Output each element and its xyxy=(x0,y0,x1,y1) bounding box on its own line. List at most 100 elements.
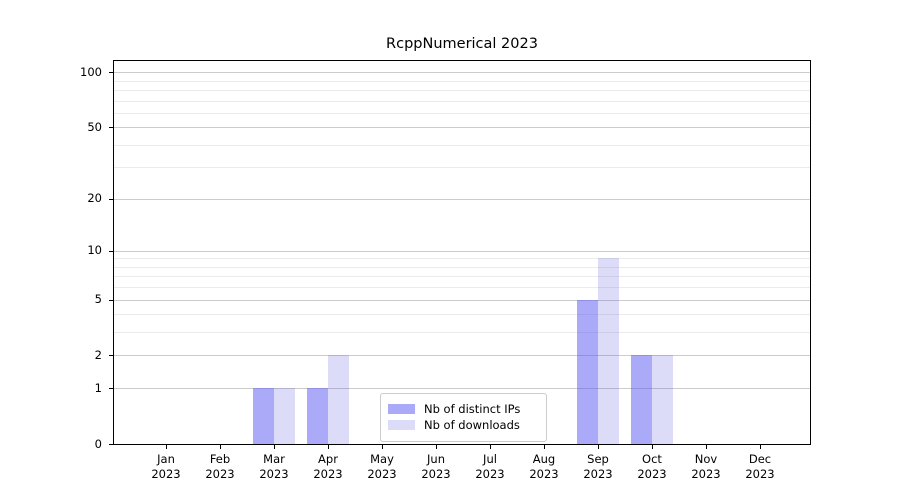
x-tick-label: Jul 2023 xyxy=(463,452,517,482)
x-tick-mark xyxy=(706,445,707,449)
x-tick-year: 2023 xyxy=(583,467,613,481)
x-tick-year: 2023 xyxy=(529,467,559,481)
gridline-major xyxy=(114,355,810,357)
gridline-minor xyxy=(114,80,810,82)
gridline-major xyxy=(114,299,810,301)
chart-title: RcppNumerical 2023 xyxy=(386,36,538,52)
y-tick-mark xyxy=(109,355,113,357)
gridline-minor xyxy=(114,258,810,260)
y-tick-mark xyxy=(109,198,113,200)
x-tick-label: Nov 2023 xyxy=(679,452,733,482)
x-tick-year: 2023 xyxy=(205,467,235,481)
x-tick-year: 2023 xyxy=(637,467,667,481)
bar-distinct-ips-mar xyxy=(253,388,274,444)
x-tick-label: Mar 2023 xyxy=(247,452,301,482)
gridline-minor xyxy=(114,112,810,114)
legend: Nb of distinct IPs Nb of downloads xyxy=(380,393,547,442)
x-tick-year: 2023 xyxy=(313,467,343,481)
x-tick-mark xyxy=(760,445,761,449)
x-tick-year: 2023 xyxy=(259,467,289,481)
gridline-minor xyxy=(114,100,810,102)
y-tick-mark xyxy=(109,72,113,74)
bar-distinct-ips-oct xyxy=(631,355,652,444)
x-tick-label: Oct 2023 xyxy=(625,452,679,482)
x-tick-label: Apr 2023 xyxy=(301,452,355,482)
bar-downloads-oct xyxy=(652,355,673,444)
x-tick-label: Jan 2023 xyxy=(139,452,193,482)
x-tick-year: 2023 xyxy=(475,467,505,481)
gridline-minor xyxy=(114,266,810,268)
legend-swatch-distinct-ips xyxy=(388,404,415,414)
y-tick-label: 10 xyxy=(87,243,102,258)
x-tick-month: May xyxy=(370,452,394,466)
gridline-major xyxy=(114,198,810,200)
legend-item-distinct-ips: Nb of distinct IPs xyxy=(388,402,538,416)
x-tick-month: Aug xyxy=(532,452,556,466)
gridline-minor xyxy=(114,144,810,146)
x-tick-month: Jan xyxy=(157,452,175,466)
gridline-minor xyxy=(114,314,810,316)
y-tick-label: 50 xyxy=(87,119,102,134)
x-tick-month: Feb xyxy=(209,452,231,466)
x-tick-year: 2023 xyxy=(421,467,451,481)
gridline-major xyxy=(114,127,810,129)
x-tick-mark xyxy=(220,445,221,449)
x-tick-label: May 2023 xyxy=(355,452,409,482)
gridline-minor xyxy=(114,332,810,334)
x-tick-mark xyxy=(382,445,383,449)
y-tick-mark xyxy=(109,250,113,252)
gridline-minor xyxy=(114,276,810,278)
y-tick-mark xyxy=(109,127,113,129)
y-tick-mark xyxy=(109,388,113,390)
bar-downloads-apr xyxy=(328,355,349,444)
x-tick-mark xyxy=(166,445,167,449)
x-tick-mark xyxy=(328,445,329,449)
x-tick-label: Jun 2023 xyxy=(409,452,463,482)
legend-label-downloads: Nb of downloads xyxy=(424,418,520,432)
y-axis: 0 1 2 5 10 20 50 100 xyxy=(0,60,113,451)
x-tick-month: Sep xyxy=(587,452,609,466)
x-tick-mark xyxy=(274,445,275,449)
x-tick-year: 2023 xyxy=(745,467,775,481)
gridline-major xyxy=(114,72,810,74)
plot-area: Nb of distinct IPs Nb of downloads xyxy=(113,60,811,445)
y-tick-label: 0 xyxy=(94,436,102,451)
x-tick-label: Feb 2023 xyxy=(193,452,247,482)
bar-downloads-sep xyxy=(598,258,619,444)
x-tick-year: 2023 xyxy=(151,467,181,481)
x-tick-month: Jun xyxy=(427,452,445,466)
x-tick-label: Sep 2023 xyxy=(571,452,625,482)
x-tick-year: 2023 xyxy=(691,467,721,481)
x-tick-mark xyxy=(436,445,437,449)
x-tick-month: Jul xyxy=(483,452,497,466)
y-tick-label: 20 xyxy=(87,191,102,206)
x-tick-month: Apr xyxy=(318,452,338,466)
y-tick-mark xyxy=(109,299,113,301)
gridline-minor xyxy=(114,167,810,169)
bar-distinct-ips-sep xyxy=(577,299,598,444)
bar-distinct-ips-apr xyxy=(307,388,328,444)
x-tick-month: Nov xyxy=(694,452,718,466)
x-tick-mark xyxy=(490,445,491,449)
x-tick-month: Dec xyxy=(748,452,772,466)
bar-downloads-mar xyxy=(274,388,295,444)
gridline-minor xyxy=(114,89,810,91)
y-tick-label: 5 xyxy=(94,292,102,307)
x-tick-label: Dec 2023 xyxy=(733,452,787,482)
y-tick-mark xyxy=(109,444,113,445)
x-tick-month: Oct xyxy=(642,452,662,466)
x-axis: Jan 2023 Feb 2023 Mar 2023 Apr 2023 May 2023 Jun 20… xyxy=(113,445,811,495)
legend-label-distinct-ips: Nb of distinct IPs xyxy=(424,402,521,416)
y-tick-label: 1 xyxy=(94,380,102,395)
x-tick-mark xyxy=(652,445,653,449)
x-tick-year: 2023 xyxy=(367,467,397,481)
x-tick-mark xyxy=(598,445,599,449)
x-tick-month: Mar xyxy=(263,452,285,466)
gridline-minor xyxy=(114,287,810,289)
legend-item-downloads: Nb of downloads xyxy=(388,418,538,432)
gridline-major xyxy=(114,250,810,252)
x-tick-mark xyxy=(544,445,545,449)
gridline-major xyxy=(114,388,810,390)
y-tick-label: 2 xyxy=(94,347,102,362)
